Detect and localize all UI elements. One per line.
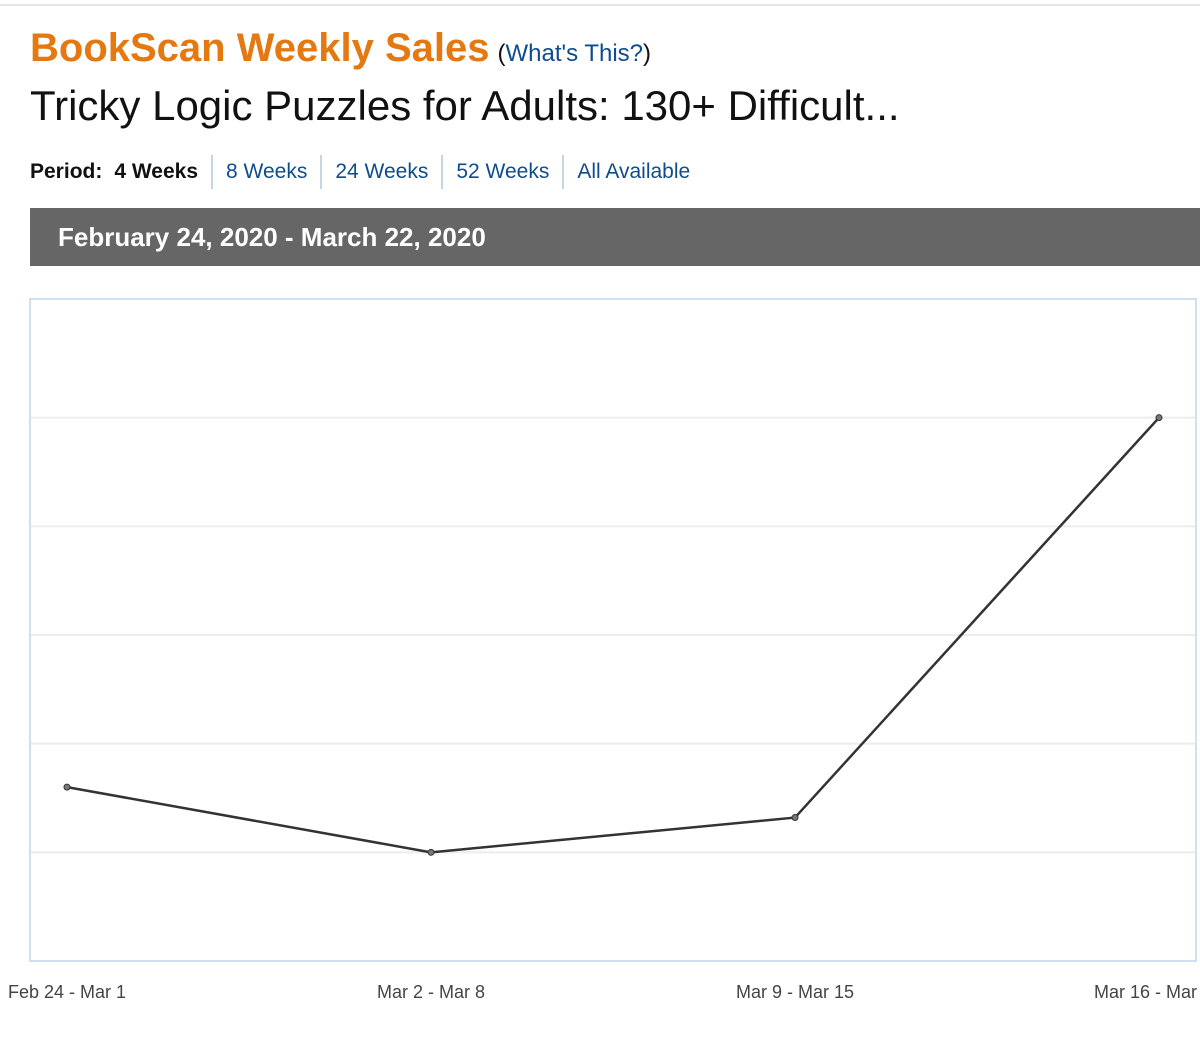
period-option-all-available[interactable]: All Available: [562, 155, 703, 189]
help-link-wrapper: (What's This?): [497, 40, 652, 67]
data-point[interactable]: [427, 848, 435, 856]
data-point[interactable]: [1155, 414, 1163, 422]
period-option-4-weeks[interactable]: 4 Weeks: [114, 160, 199, 183]
period-option-24-weeks[interactable]: 24 Weeks: [320, 155, 441, 189]
x-tick-labels: Feb 24 - Mar 1 Mar 2 - Mar 8 Mar 9 - Mar 1…: [8, 982, 1197, 1002]
x-tick-label: Mar 16 - Mar: [1094, 982, 1197, 1002]
x-tick-label: Mar 9 - Mar 15: [736, 982, 854, 1002]
sales-line-chart: Feb 24 - Mar 1 Mar 2 - Mar 8 Mar 9 - Mar 1…: [8, 298, 1197, 1002]
series-line-layer: [66, 416, 1160, 854]
header: BookScan Weekly Sales (What's This?): [30, 26, 651, 71]
series-line: [66, 416, 1160, 854]
x-tick-label: Mar 2 - Mar 8: [377, 982, 485, 1002]
top-rule: [0, 4, 1200, 6]
date-range-banner: February 24, 2020 - March 22, 2020: [30, 208, 1200, 266]
data-points: [63, 414, 1163, 856]
x-tick-label: Feb 24 - Mar 1: [8, 982, 126, 1002]
period-option-8-weeks[interactable]: 8 Weeks: [211, 155, 320, 189]
book-title: Tricky Logic Puzzles for Adults: 130+ Di…: [30, 82, 900, 129]
period-option-52-weeks[interactable]: 52 Weeks: [441, 155, 562, 189]
plot-frame: [29, 298, 1197, 962]
data-point[interactable]: [63, 783, 71, 791]
sales-chart: Feb 24 - Mar 1 Mar 2 - Mar 8 Mar 9 - Mar 1…: [0, 290, 1200, 1030]
data-point[interactable]: [791, 814, 799, 822]
gridlines: [30, 416, 1196, 854]
period-selector: Period: 4 Weeks 8 Weeks 24 Weeks 52 Week…: [30, 154, 703, 190]
whats-this-link[interactable]: What's This?: [505, 40, 644, 67]
page-title: BookScan Weekly Sales: [30, 26, 490, 70]
period-label: Period:: [30, 160, 103, 183]
